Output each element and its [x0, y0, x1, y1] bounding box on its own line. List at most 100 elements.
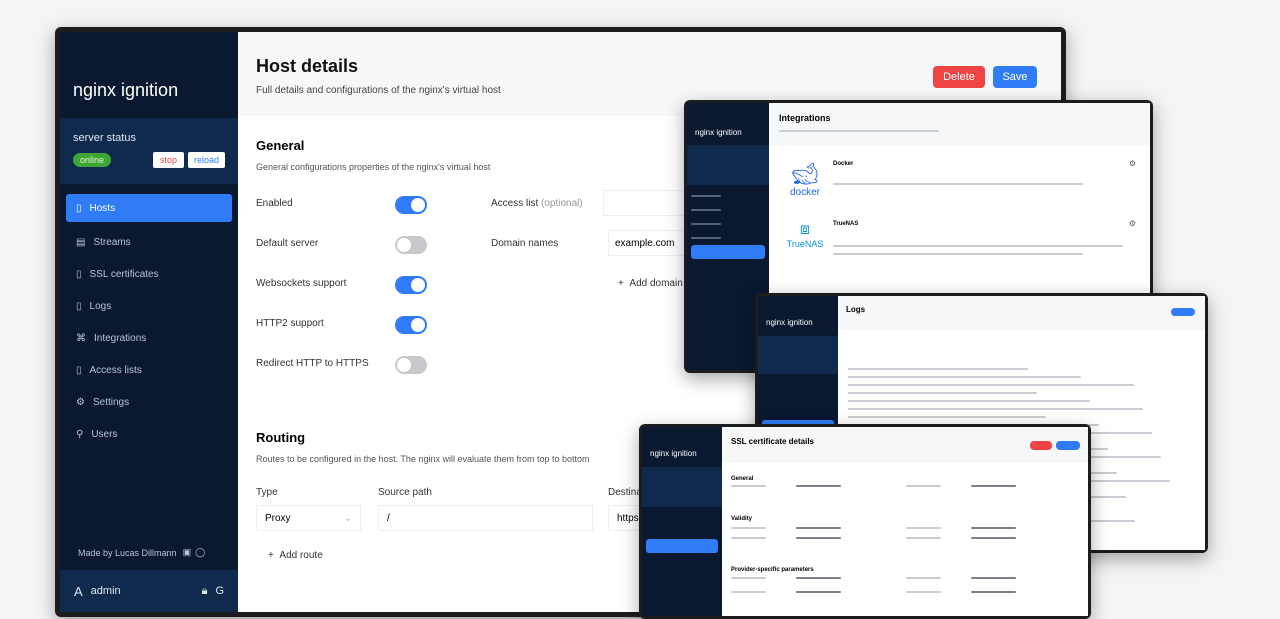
- server-icon: ▯: [76, 202, 82, 214]
- reload-button[interactable]: reload: [187, 152, 225, 168]
- server-status-panel: server status online stop reload: [60, 118, 238, 184]
- log-line: [848, 400, 1090, 402]
- nav-label: Streams: [93, 236, 131, 248]
- refresh-button[interactable]: [1171, 308, 1195, 316]
- ssl-field: [971, 485, 1016, 487]
- sidebar-item-hosts[interactable]: ▯ Hosts: [66, 194, 232, 222]
- linkedin-icon[interactable]: ▣: [182, 547, 192, 557]
- nav-label: Users: [91, 428, 118, 440]
- domain-value: example.com: [615, 238, 675, 249]
- page-title: Integrations: [779, 113, 831, 123]
- nav-label: SSL certificates: [89, 268, 159, 280]
- domain-names-label: Domain names: [491, 238, 559, 249]
- ssl-window: nginx ignition SSL certificate details G…: [639, 424, 1091, 619]
- ssl-field: [906, 537, 941, 539]
- username: admin: [90, 585, 121, 597]
- log-line: [848, 416, 1046, 418]
- save-button[interactable]: Save: [993, 66, 1037, 88]
- ssl-field: [796, 527, 841, 529]
- brand-logo: nginx ignition: [766, 318, 813, 327]
- route-type-select[interactable]: Proxy ⌄: [256, 505, 361, 531]
- log-line: [848, 384, 1134, 386]
- page-title: Host details: [256, 56, 359, 76]
- log-line: [848, 408, 1143, 410]
- ssl-field: [731, 577, 766, 579]
- toggle-label: Default server: [256, 238, 319, 249]
- section-subtitle-routing: Routes to be configured in the host. The…: [256, 454, 590, 464]
- ssl-field: [906, 577, 941, 579]
- sidebar-item-users[interactable]: ⚲ Users: [66, 418, 232, 450]
- certificate-icon: ▯: [76, 268, 82, 280]
- integration-name: Docker: [833, 161, 854, 167]
- nav-label: Settings: [92, 396, 130, 408]
- chevron-down-icon: ⌄: [343, 513, 352, 524]
- log-line: [848, 392, 1037, 394]
- delete-button[interactable]: Delete: [933, 66, 985, 88]
- sidebar-item-integrations[interactable]: ⌘ Integrations: [66, 322, 232, 354]
- default-server-toggle[interactable]: [395, 236, 427, 254]
- users-icon: ⚲: [76, 428, 84, 440]
- ssl-field: [906, 485, 941, 487]
- sidebar-item-streams[interactable]: ▤ Streams: [66, 226, 232, 258]
- toggle-label: Enabled: [256, 198, 293, 209]
- sidebar-nav: ▯ Hosts ▤ Streams ▯ SSL certificates ▯ Logs …: [60, 184, 238, 450]
- delete-button[interactable]: [1030, 441, 1052, 450]
- plug-icon: ⌘: [76, 332, 86, 344]
- add-domain-button[interactable]: + Add domain: [618, 278, 683, 289]
- stop-button[interactable]: stop: [152, 152, 184, 168]
- sidebar-item-settings[interactable]: ⚙ Settings: [66, 386, 232, 418]
- source-path-input[interactable]: /: [378, 505, 593, 531]
- stream-icon: ▤: [76, 236, 86, 248]
- sidebar-item-ssl[interactable]: [646, 539, 718, 553]
- page-title: Logs: [846, 305, 866, 314]
- sidebar-item-access-lists[interactable]: ▯ Access lists: [66, 354, 232, 386]
- ssl-field: [731, 527, 766, 529]
- http2-toggle[interactable]: [395, 316, 427, 334]
- renew-button[interactable]: [1056, 441, 1080, 450]
- truenas-logo: ⧈ TrueNAS: [786, 221, 824, 249]
- add-route-label: Add route: [279, 550, 323, 561]
- page-subtitle: Full details and configurations of the n…: [256, 85, 501, 96]
- status-badge: online: [73, 153, 112, 167]
- add-route-button[interactable]: + Add route: [268, 550, 323, 561]
- col-type: Type: [256, 487, 278, 498]
- logout-icon[interactable]: G: [215, 585, 224, 597]
- gear-icon[interactable]: ⚙: [1128, 159, 1136, 168]
- nav-label: Access lists: [89, 364, 142, 376]
- ssl-field: [906, 527, 941, 529]
- ssl-field: [971, 537, 1016, 539]
- integration-name: TrueNAS: [833, 221, 859, 227]
- user-icon: A: [74, 583, 83, 599]
- source-path-value: /: [387, 513, 390, 524]
- nav-label: Hosts: [89, 202, 116, 214]
- gear-icon[interactable]: ⚙: [1128, 219, 1136, 228]
- server-status-label: server status: [73, 132, 136, 144]
- github-icon[interactable]: ◯: [195, 547, 206, 557]
- nav-label: Integrations: [94, 332, 147, 344]
- redirect-https-toggle[interactable]: [395, 356, 427, 374]
- user-bar: A admin 🔒︎ G: [60, 570, 238, 612]
- lock-icon: ▯: [76, 364, 82, 376]
- ssl-field: [906, 591, 941, 593]
- websockets-toggle[interactable]: [395, 276, 427, 294]
- section-general: General: [731, 476, 754, 482]
- ssl-field: [731, 485, 766, 487]
- access-list-label: Access list: [491, 198, 539, 209]
- enabled-toggle[interactable]: [395, 196, 427, 214]
- lock-icon[interactable]: 🔒︎: [201, 584, 208, 597]
- log-line: [848, 376, 1081, 378]
- sidebar-item-ssl[interactable]: ▯ SSL certificates: [66, 258, 232, 290]
- sidebar-item-logs[interactable]: ▯ Logs: [66, 290, 232, 322]
- log-line: [848, 368, 1028, 370]
- made-by-credit: Made by Lucas Dillmann: [78, 547, 177, 558]
- ssl-field: [971, 577, 1016, 579]
- sidebar-item-integrations[interactable]: [691, 245, 765, 259]
- optional-hint: (optional): [541, 198, 583, 209]
- sidebar: nginx ignition server status online stop…: [60, 32, 238, 612]
- brand-logo: nginx ignition: [695, 128, 742, 137]
- destination-value: https: [617, 513, 639, 524]
- section-validity: Validity: [731, 516, 753, 522]
- toggle-label: Websockets support: [256, 278, 347, 289]
- ssl-field: [796, 537, 841, 539]
- section-subtitle-general: General configurations properties of the…: [256, 162, 491, 172]
